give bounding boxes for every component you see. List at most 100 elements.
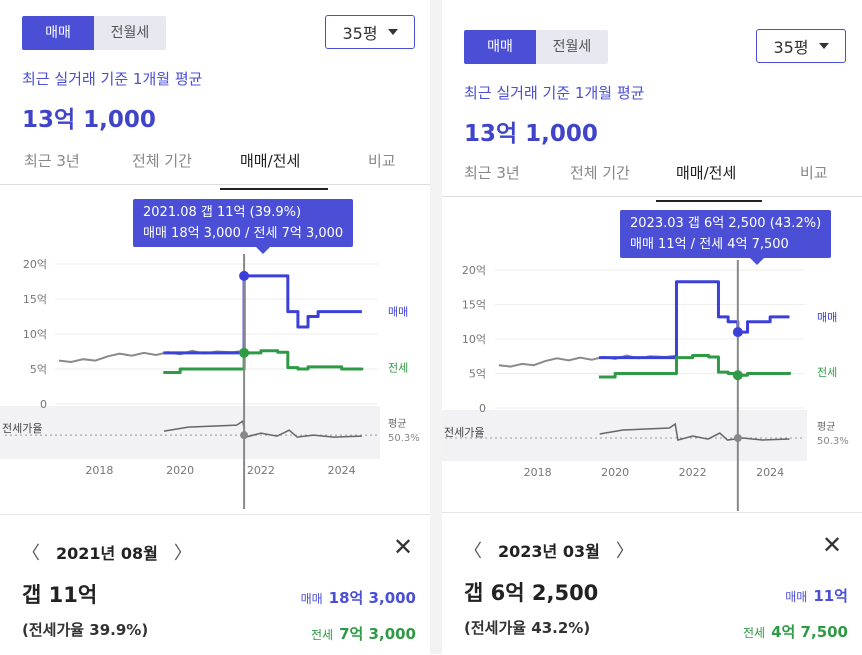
- close-icon[interactable]: ✕: [822, 531, 843, 559]
- tab-compare[interactable]: 비교: [368, 152, 396, 170]
- size-select[interactable]: 35평: [756, 29, 846, 63]
- jeonse-ratio: (전세가율 43.2%): [464, 619, 591, 637]
- tab-recent-3y[interactable]: 최근 3년: [24, 152, 80, 170]
- ratio-axis-label: 전세가율: [444, 426, 484, 439]
- sale-price: 매매 18억 3,000: [301, 587, 416, 608]
- ratio-marker: [240, 431, 249, 440]
- rent-key: 전세: [743, 626, 766, 640]
- tab-recent-3y[interactable]: 최근 3년: [464, 164, 520, 182]
- sale-value: 18억 3,000: [328, 589, 416, 607]
- next-month-icon[interactable]: 〉: [615, 541, 634, 562]
- rent-key: 전세: [311, 628, 334, 642]
- y-tick-label: 10억: [23, 328, 47, 341]
- x-tick-label: 2024: [328, 464, 356, 477]
- chart-tooltip: 2023.03 갭 6억 2,500 (43.2%) 매매 11억 / 전세 4…: [620, 210, 832, 265]
- rent-marker: [732, 370, 743, 381]
- x-tick-label: 2022: [679, 466, 707, 479]
- rent-price: 전세 7억 3,000: [311, 623, 416, 644]
- active-tab-indicator: [656, 200, 762, 202]
- ratio-axis-label: 전세가율: [2, 422, 42, 435]
- sale-marker: [239, 270, 250, 281]
- y-tick-label: 0: [479, 402, 486, 415]
- tab-all-period[interactable]: 전체 기간: [570, 164, 630, 182]
- next-month-icon[interactable]: 〉: [173, 543, 192, 564]
- rent-line: [163, 349, 364, 374]
- selected-month: 2021년 08월: [56, 544, 158, 563]
- x-tick-label: 2024: [756, 466, 784, 479]
- size-select[interactable]: 35평: [325, 15, 415, 49]
- sale-series-label: 매매: [817, 311, 837, 324]
- ratio-area-bg: [0, 406, 380, 459]
- y-tick-label: 20억: [462, 264, 486, 277]
- tab-sale-rent[interactable]: 매매/전세: [240, 152, 301, 170]
- x-tick-label: 2020: [601, 466, 629, 479]
- selected-month-detail: 〈 2021년 08월 〉 ✕ 갭 11억 (전세가율 39.9%) 매매 18억…: [0, 514, 430, 655]
- month-navigator: 〈 2021년 08월 〉: [22, 539, 192, 565]
- panel-right: 매매 전월세 35평 최근 실거래 기준 1개월 평균 13억 1,000 최근…: [442, 0, 862, 654]
- y-tick-label: 15억: [462, 299, 486, 312]
- average-label: 평균: [817, 421, 835, 433]
- chart-tooltip: 2021.08 갭 11억 (39.9%) 매매 18억 3,000 / 전세 …: [133, 199, 354, 254]
- tab-sale[interactable]: 매매: [22, 16, 94, 50]
- period-tabs: 최근 3년 전체 기간 매매/전세 비교: [0, 150, 430, 190]
- rent-price: 전세 4억 7,500: [743, 621, 848, 642]
- sale-price: 매매 11억: [785, 585, 848, 606]
- selected-month: 2023년 03월: [498, 542, 600, 561]
- average-label: 평균: [388, 418, 406, 430]
- y-tick-label: 10억: [462, 333, 486, 346]
- y-tick-label: 5억: [469, 368, 486, 381]
- y-tick-label: 0: [40, 398, 47, 411]
- ratio-line: [163, 419, 362, 439]
- y-tick-label: 5억: [30, 363, 47, 376]
- trade-type-toggle: 매매 전월세: [464, 30, 608, 64]
- average-value: 50.3%: [817, 436, 849, 447]
- rent-value: 4억 7,500: [771, 623, 848, 641]
- sale-line: [598, 280, 790, 360]
- sale-line: [163, 274, 362, 355]
- sale-series-label: 매매: [388, 306, 408, 319]
- trade-type-toggle: 매매 전월세: [22, 16, 166, 50]
- sale-key: 매매: [785, 590, 808, 604]
- active-tab-indicator: [220, 188, 328, 190]
- size-value: 35평: [342, 24, 378, 43]
- average-price: 13억 1,000: [464, 121, 598, 147]
- y-tick-label: 15억: [23, 293, 47, 306]
- panel-separator: [430, 0, 442, 654]
- price-subtitle: 최근 실거래 기준 1개월 평균: [464, 84, 645, 102]
- panel-left: 매매 전월세 35평 최근 실거래 기준 1개월 평균 13억 1,000 최근…: [0, 0, 430, 654]
- gap-value: 갭 11억: [22, 583, 98, 607]
- rent-series-label: 전세: [817, 366, 837, 379]
- prev-month-icon[interactable]: 〈: [464, 541, 482, 562]
- tab-sale-rent[interactable]: 매매/전세: [676, 164, 737, 182]
- prev-month-icon[interactable]: 〈: [22, 543, 40, 564]
- tooltip-line2: 매매 18억 3,000 / 전세 7억 3,000: [143, 226, 344, 241]
- rent-value: 7억 3,000: [339, 625, 416, 643]
- tab-rent[interactable]: 전월세: [536, 30, 608, 64]
- caret-down-icon: [818, 43, 829, 49]
- tab-all-period[interactable]: 전체 기간: [132, 152, 192, 170]
- selected-month-detail: 〈 2023년 03월 〉 ✕ 갭 6억 2,500 (전세가율 43.2%) …: [442, 512, 862, 653]
- x-tick-label: 2020: [166, 464, 194, 477]
- price-chart[interactable]: 20억 15억 10억 5억 0 2018 2020 2022 2024 매매 전세 전세가율 평균 50…: [0, 194, 430, 514]
- caret-down-icon: [387, 29, 398, 35]
- tooltip-line1: 2023.03 갭 6억 2,500 (43.2%): [630, 216, 822, 231]
- sale-marker: [732, 327, 743, 338]
- tab-compare[interactable]: 비교: [800, 164, 828, 182]
- tab-sale[interactable]: 매매: [464, 30, 536, 64]
- gap-value: 갭 6억 2,500: [464, 581, 599, 605]
- average-value: 50.3%: [388, 433, 420, 444]
- x-tick-label: 2022: [247, 464, 275, 477]
- sale-key: 매매: [300, 592, 323, 606]
- ratio-marker: [733, 434, 742, 443]
- x-tick-label: 2018: [524, 466, 552, 479]
- average-price: 13억 1,000: [22, 107, 156, 133]
- period-tabs: 최근 3년 전체 기간 매매/전세 비교: [442, 162, 862, 202]
- y-tick-label: 20억: [23, 258, 47, 271]
- sale-value: 11억: [813, 587, 848, 605]
- rent-line: [598, 354, 791, 379]
- close-icon[interactable]: ✕: [393, 533, 414, 561]
- tooltip-line2: 매매 11억 / 전세 4억 7,500: [630, 237, 789, 252]
- size-value: 35평: [773, 38, 809, 57]
- tab-rent[interactable]: 전월세: [94, 16, 166, 50]
